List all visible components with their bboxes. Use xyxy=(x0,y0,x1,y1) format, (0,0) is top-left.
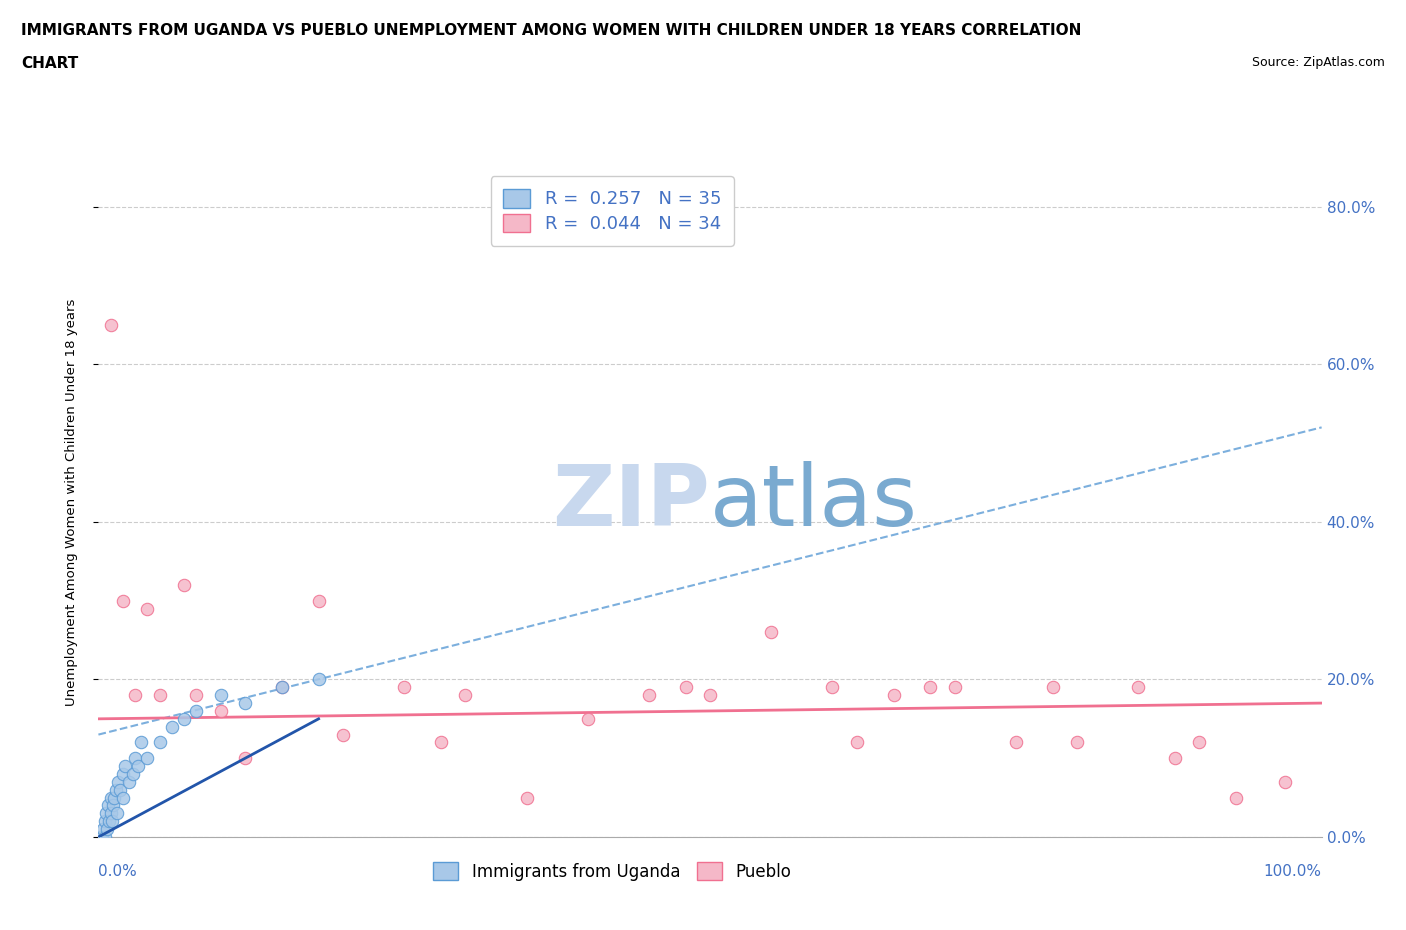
Point xyxy=(943,680,966,695)
Point xyxy=(121,766,143,781)
Point xyxy=(90,830,112,844)
Point xyxy=(149,688,172,703)
Point xyxy=(105,806,128,821)
Point xyxy=(94,806,117,821)
Point xyxy=(111,766,134,781)
Point xyxy=(124,688,146,703)
Point xyxy=(186,688,208,703)
Point xyxy=(93,814,115,829)
Y-axis label: Unemployment Among Women with Children Under 18 years: Unemployment Among Women with Children U… xyxy=(65,299,77,706)
Point xyxy=(332,727,354,742)
Point xyxy=(127,759,149,774)
Point xyxy=(111,790,134,805)
Point xyxy=(1004,735,1026,750)
Point xyxy=(761,625,783,640)
Point xyxy=(129,735,152,750)
Point xyxy=(1274,775,1296,790)
Point xyxy=(107,775,129,790)
Point xyxy=(101,814,124,829)
Point xyxy=(93,830,115,844)
Point xyxy=(136,601,159,616)
Point xyxy=(454,688,477,703)
Legend: Immigrants from Uganda, Pueblo: Immigrants from Uganda, Pueblo xyxy=(425,854,800,889)
Point xyxy=(149,735,172,750)
Text: 0.0%: 0.0% xyxy=(98,864,138,879)
Point xyxy=(111,593,134,608)
Point xyxy=(209,703,232,718)
Point xyxy=(638,688,661,703)
Point xyxy=(270,680,294,695)
Point xyxy=(1128,680,1150,695)
Point xyxy=(91,830,114,844)
Point xyxy=(516,790,538,805)
Point xyxy=(821,680,844,695)
Point xyxy=(1164,751,1187,765)
Point xyxy=(270,680,294,695)
Point xyxy=(233,696,256,711)
Point xyxy=(1042,680,1064,695)
Point xyxy=(1225,790,1247,805)
Text: 100.0%: 100.0% xyxy=(1264,864,1322,879)
Point xyxy=(96,822,118,837)
Text: IMMIGRANTS FROM UGANDA VS PUEBLO UNEMPLOYMENT AMONG WOMEN WITH CHILDREN UNDER 18: IMMIGRANTS FROM UGANDA VS PUEBLO UNEMPLO… xyxy=(21,23,1081,38)
Point xyxy=(100,790,122,805)
Point xyxy=(576,711,599,726)
Point xyxy=(98,814,121,829)
Point xyxy=(100,317,122,332)
Point xyxy=(173,578,195,592)
Point xyxy=(209,688,232,703)
Point xyxy=(173,711,195,726)
Point xyxy=(136,751,159,765)
Point xyxy=(308,593,330,608)
Text: ZIP: ZIP xyxy=(553,460,710,544)
Point xyxy=(699,688,721,703)
Point xyxy=(91,822,114,837)
Text: CHART: CHART xyxy=(21,56,79,71)
Point xyxy=(110,782,132,797)
Point xyxy=(104,782,127,797)
Point xyxy=(392,680,416,695)
Point xyxy=(1188,735,1211,750)
Point xyxy=(233,751,256,765)
Point xyxy=(97,798,120,813)
Point xyxy=(124,751,146,765)
Point xyxy=(675,680,697,695)
Point xyxy=(308,672,330,687)
Text: Source: ZipAtlas.com: Source: ZipAtlas.com xyxy=(1251,56,1385,69)
Point xyxy=(920,680,942,695)
Point xyxy=(186,703,208,718)
Point xyxy=(114,759,136,774)
Point xyxy=(430,735,453,750)
Point xyxy=(1066,735,1088,750)
Point xyxy=(103,790,125,805)
Point xyxy=(883,688,905,703)
Text: atlas: atlas xyxy=(710,460,918,544)
Point xyxy=(118,775,141,790)
Point xyxy=(101,798,124,813)
Point xyxy=(845,735,868,750)
Point xyxy=(100,806,122,821)
Point xyxy=(160,719,183,734)
